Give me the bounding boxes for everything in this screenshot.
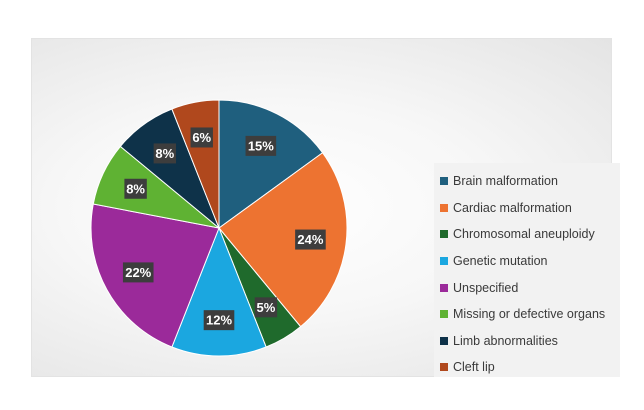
legend-label: Cardiac malformation bbox=[453, 200, 572, 215]
data-label: 12% bbox=[203, 310, 235, 331]
data-label: 5% bbox=[254, 297, 278, 318]
data-label: 8% bbox=[124, 178, 147, 199]
legend-label: Limb abnormalities bbox=[453, 333, 558, 348]
data-label-text: 15% bbox=[248, 138, 274, 153]
pie-slice bbox=[171, 226, 267, 357]
data-label: 15% bbox=[245, 135, 277, 156]
data-label: 8% bbox=[153, 143, 177, 164]
pie-chart: 15% 24% 5% 12% 22% 8% 8% 6% bbox=[90, 99, 348, 357]
legend-item: Brain malformation bbox=[434, 168, 620, 195]
legend-swatch bbox=[440, 310, 448, 319]
legend-item: Unspecified bbox=[434, 274, 620, 301]
data-label: 6% bbox=[190, 127, 213, 148]
legend-label: Chromosomal aneuploidy bbox=[453, 227, 595, 242]
legend-item: Limb abnormalities bbox=[434, 328, 620, 355]
data-label-text: 22% bbox=[125, 265, 151, 280]
legend-item: Genetic mutation bbox=[434, 248, 620, 275]
legend-swatch bbox=[440, 177, 448, 186]
legend-swatch bbox=[440, 203, 448, 212]
legend-item: Chromosomal aneuploidy bbox=[434, 221, 620, 248]
data-label-text: 8% bbox=[126, 181, 145, 196]
chart-area: 15% 24% 5% 12% 22% 8% 8% 6% Brain malformation C… bbox=[31, 38, 620, 377]
legend-label: Genetic mutation bbox=[453, 254, 548, 269]
pie-slice bbox=[218, 99, 324, 229]
legend-swatch bbox=[440, 283, 448, 292]
data-label-text: 6% bbox=[192, 130, 211, 145]
data-label-text: 8% bbox=[155, 146, 174, 161]
pie-slice bbox=[90, 203, 220, 348]
legend-label: Brain malformation bbox=[453, 174, 558, 189]
data-label-text: 24% bbox=[297, 232, 323, 247]
pie-slice bbox=[218, 152, 348, 328]
legend-swatch bbox=[440, 257, 448, 266]
legend-item: Cardiac malformation bbox=[434, 195, 620, 222]
legend-swatch bbox=[440, 336, 448, 345]
legend-label: Cleft lip bbox=[453, 360, 495, 375]
legend-label: Unspecified bbox=[453, 280, 519, 295]
legend-swatch bbox=[440, 363, 448, 372]
data-label: 24% bbox=[295, 229, 326, 250]
data-label-text: 5% bbox=[257, 300, 276, 315]
legend-item: Missing or defective organs bbox=[434, 301, 620, 328]
data-label: 22% bbox=[122, 262, 154, 283]
legend-item: Cleft lip bbox=[434, 354, 620, 381]
legend-label: Missing or defective organs bbox=[453, 307, 606, 322]
legend-swatch bbox=[440, 230, 448, 239]
chart-legend: Brain malformation Cardiac malformation Ch… bbox=[434, 163, 620, 377]
data-label-text: 12% bbox=[206, 313, 232, 328]
